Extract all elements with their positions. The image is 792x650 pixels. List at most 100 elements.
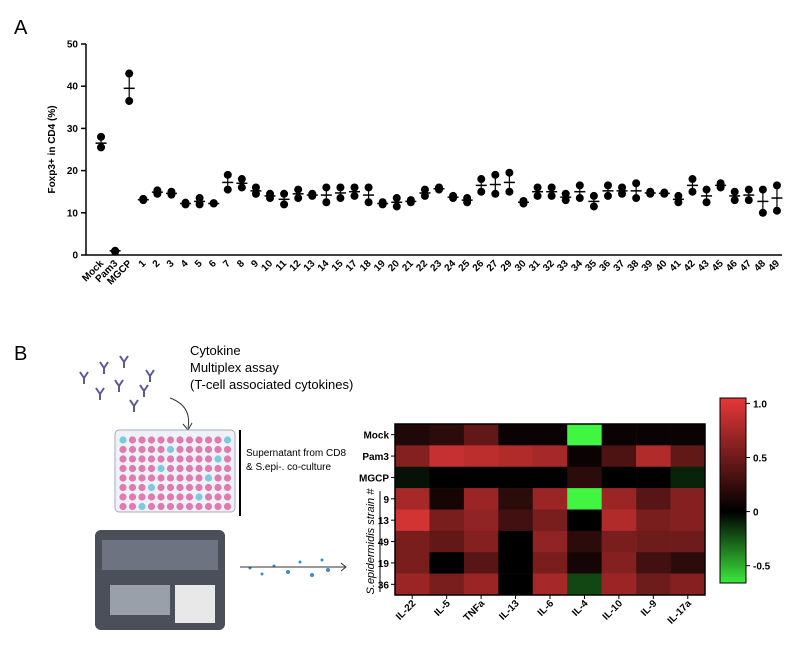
heat-cell	[670, 488, 706, 510]
heat-cell	[532, 424, 568, 446]
heat-cell	[567, 424, 602, 446]
well	[147, 483, 156, 492]
well	[223, 483, 232, 492]
well	[128, 445, 137, 454]
well	[223, 436, 232, 444]
heat-cell	[636, 424, 671, 446]
heat-cell	[567, 573, 602, 596]
well	[195, 474, 203, 482]
well	[195, 502, 203, 511]
y-tick-label: 50	[67, 40, 79, 51]
diagram-text: Supernatant from CD8	[246, 448, 346, 459]
row-label: 19	[378, 559, 390, 570]
heat-cell	[601, 424, 637, 446]
column-label: IL-5	[432, 598, 453, 619]
heat-cell	[395, 552, 430, 574]
well	[195, 493, 203, 501]
well	[119, 436, 127, 444]
heat-cell	[636, 530, 671, 553]
well	[119, 445, 127, 454]
well	[147, 455, 156, 463]
well	[204, 474, 213, 482]
well	[157, 455, 165, 463]
well	[214, 474, 222, 482]
heat-cell	[532, 530, 568, 553]
heat-cell	[498, 552, 534, 574]
heat-cell	[463, 530, 499, 553]
well	[138, 455, 146, 463]
well	[185, 493, 194, 501]
well	[214, 502, 222, 511]
heat-cell	[429, 445, 465, 468]
y-tick-label: 10	[67, 208, 79, 219]
heat-cell	[498, 488, 534, 510]
column-label: IL-13	[497, 598, 522, 623]
well	[166, 483, 175, 492]
y-tick-label: 30	[67, 124, 79, 135]
heat-cell	[567, 530, 602, 553]
well	[147, 445, 156, 454]
well	[147, 436, 156, 444]
heat-cell	[670, 509, 706, 532]
panel-label: A	[14, 17, 28, 39]
well	[157, 483, 165, 492]
well	[119, 493, 127, 501]
heat-cell	[395, 509, 430, 532]
well	[185, 474, 194, 482]
well	[138, 474, 146, 482]
well	[176, 493, 184, 501]
heat-cell	[498, 530, 534, 553]
heat-cell	[463, 509, 499, 532]
heat-cell	[670, 573, 706, 596]
well	[176, 445, 184, 454]
colorbar	[719, 397, 747, 584]
y-tick-label: 20	[67, 166, 79, 177]
well	[176, 464, 184, 473]
heat-cell	[395, 530, 430, 553]
heat-cell	[429, 530, 465, 553]
well	[176, 502, 184, 511]
well	[147, 464, 156, 473]
y-axis-label: Foxp3+ in CD4 (%)	[47, 105, 58, 193]
well	[223, 445, 232, 454]
well	[214, 483, 222, 492]
well	[176, 455, 184, 463]
well	[157, 502, 165, 511]
well	[138, 493, 146, 501]
heat-cell	[429, 424, 465, 446]
flow-dots	[240, 558, 347, 577]
well	[128, 464, 137, 473]
heat-cell	[636, 509, 671, 532]
heat-cell	[395, 424, 430, 446]
well	[157, 474, 165, 482]
heat-cell	[532, 509, 568, 532]
heat-cell	[429, 509, 465, 532]
heat-cell	[463, 445, 499, 468]
heat-cell	[429, 573, 465, 596]
heat-cell	[532, 466, 568, 489]
heat-cell	[498, 424, 534, 446]
x-tick-label: 2	[151, 258, 163, 270]
well	[138, 445, 146, 454]
heat-cell	[601, 552, 637, 574]
heat-cell	[498, 509, 534, 532]
y-tick-label: 0	[72, 251, 78, 262]
well	[204, 502, 213, 511]
heat-cell	[636, 573, 671, 596]
heat-cell	[636, 552, 671, 574]
column-label: IL-10	[601, 598, 626, 623]
well	[204, 436, 213, 444]
well	[223, 455, 232, 463]
x-tick-label: 1	[137, 258, 149, 270]
heat-cell	[636, 445, 671, 468]
well	[166, 502, 175, 511]
heat-cell	[532, 573, 568, 596]
well	[119, 464, 127, 473]
heat-cell	[636, 488, 671, 510]
colorbar-tick-label: -0.5	[753, 562, 771, 573]
x-tick-label: 7	[221, 258, 233, 270]
heat-cell	[670, 552, 706, 574]
well	[157, 445, 165, 454]
heat-cell	[567, 509, 602, 532]
